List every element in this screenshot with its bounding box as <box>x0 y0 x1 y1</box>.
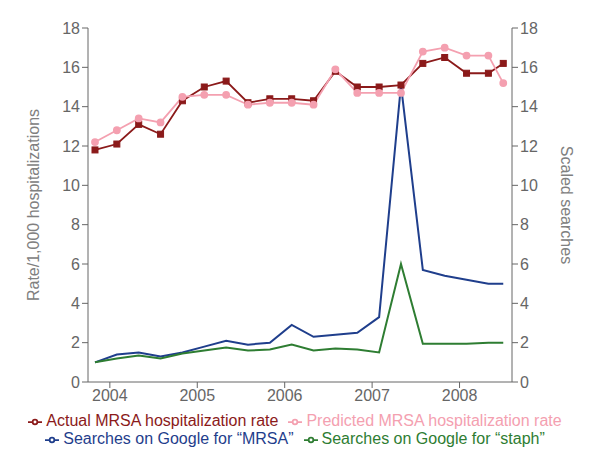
svg-text:18: 18 <box>520 20 538 37</box>
svg-text:6: 6 <box>71 256 80 273</box>
svg-text:2004: 2004 <box>92 387 128 404</box>
html-text:Searches on Google for “MRSA”: Searches on Google for “MRSA” <box>63 430 294 447</box>
svg-text:8: 8 <box>520 216 529 233</box>
svg-text:16: 16 <box>62 59 80 76</box>
svg-text:4: 4 <box>520 295 529 312</box>
svg-text:10: 10 <box>62 177 80 194</box>
svg-text:12: 12 <box>62 138 80 155</box>
svg-text:2006: 2006 <box>267 387 303 404</box>
svg-text:Scaled searches: Scaled searches <box>558 146 575 264</box>
svg-text:16: 16 <box>520 59 538 76</box>
svg-text:14: 14 <box>520 98 538 115</box>
html-text:Searches on Google for “staph”: Searches on Google for “staph” <box>321 430 545 447</box>
svg-text:12: 12 <box>520 138 538 155</box>
svg-text:0: 0 <box>520 374 529 391</box>
svg-text:2008: 2008 <box>442 387 478 404</box>
svg-text:2007: 2007 <box>354 387 390 404</box>
svg-text:Rate/1,000 hospitalizations: Rate/1,000 hospitalizations <box>25 109 42 301</box>
svg-text:2: 2 <box>520 334 529 351</box>
html-text:Actual MRSA hospitalization ra: Actual MRSA hospitalization rate <box>46 412 279 429</box>
svg-text:6: 6 <box>520 256 529 273</box>
svg-text:14: 14 <box>62 98 80 115</box>
svg-text:18: 18 <box>62 20 80 37</box>
svg-text:8: 8 <box>71 216 80 233</box>
html-text:Predicted MRSA hospitalization: Predicted MRSA hospitalization rate <box>306 412 562 429</box>
svg-text:2: 2 <box>71 334 80 351</box>
svg-text:10: 10 <box>520 177 538 194</box>
svg-text:2005: 2005 <box>179 387 215 404</box>
svg-text:0: 0 <box>71 374 80 391</box>
svg-text:4: 4 <box>71 295 80 312</box>
